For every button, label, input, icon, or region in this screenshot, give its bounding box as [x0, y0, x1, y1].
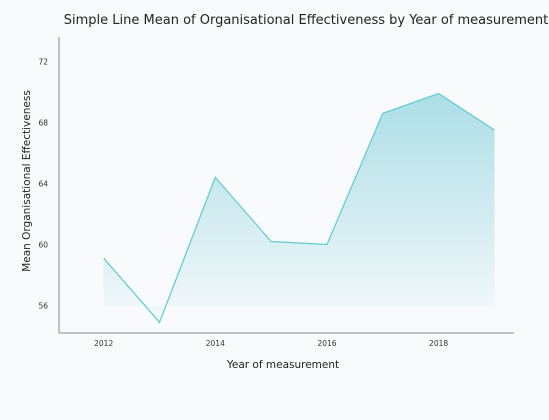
- y-tick-label: 64: [38, 180, 48, 189]
- series-line: [103, 92, 495, 324]
- y-tick-label: 56: [38, 302, 48, 311]
- x-tick-label: 2016: [317, 339, 336, 348]
- plot-area: [102, 92, 496, 324]
- chart-title: Simple Line Mean of Organisational Effec…: [64, 13, 548, 28]
- data-point-2015: [270, 240, 273, 243]
- y-tick-label: 60: [38, 241, 48, 250]
- y-tick-label: 68: [38, 118, 48, 127]
- data-point-2016: [326, 243, 329, 246]
- data-point-2018: [437, 92, 440, 95]
- x-tick-label: 2014: [206, 339, 225, 348]
- y-axis-title: Mean Organisational Effectiveness: [21, 90, 33, 272]
- x-axis-title: Year of measurement: [226, 359, 339, 371]
- data-point-2019: [493, 129, 496, 132]
- data-point-2017: [381, 112, 384, 115]
- x-tick-label: 2018: [429, 339, 448, 348]
- series-area: [103, 93, 495, 323]
- data-point-2014: [214, 176, 217, 179]
- data-point-2013: [158, 321, 161, 324]
- axis-ticks: 56 60 64 68 72 2012 2014 2016 2018: [38, 57, 448, 348]
- y-tick-label: 72: [38, 57, 48, 66]
- x-tick-label: 2012: [94, 339, 113, 348]
- data-point-2012: [102, 257, 105, 260]
